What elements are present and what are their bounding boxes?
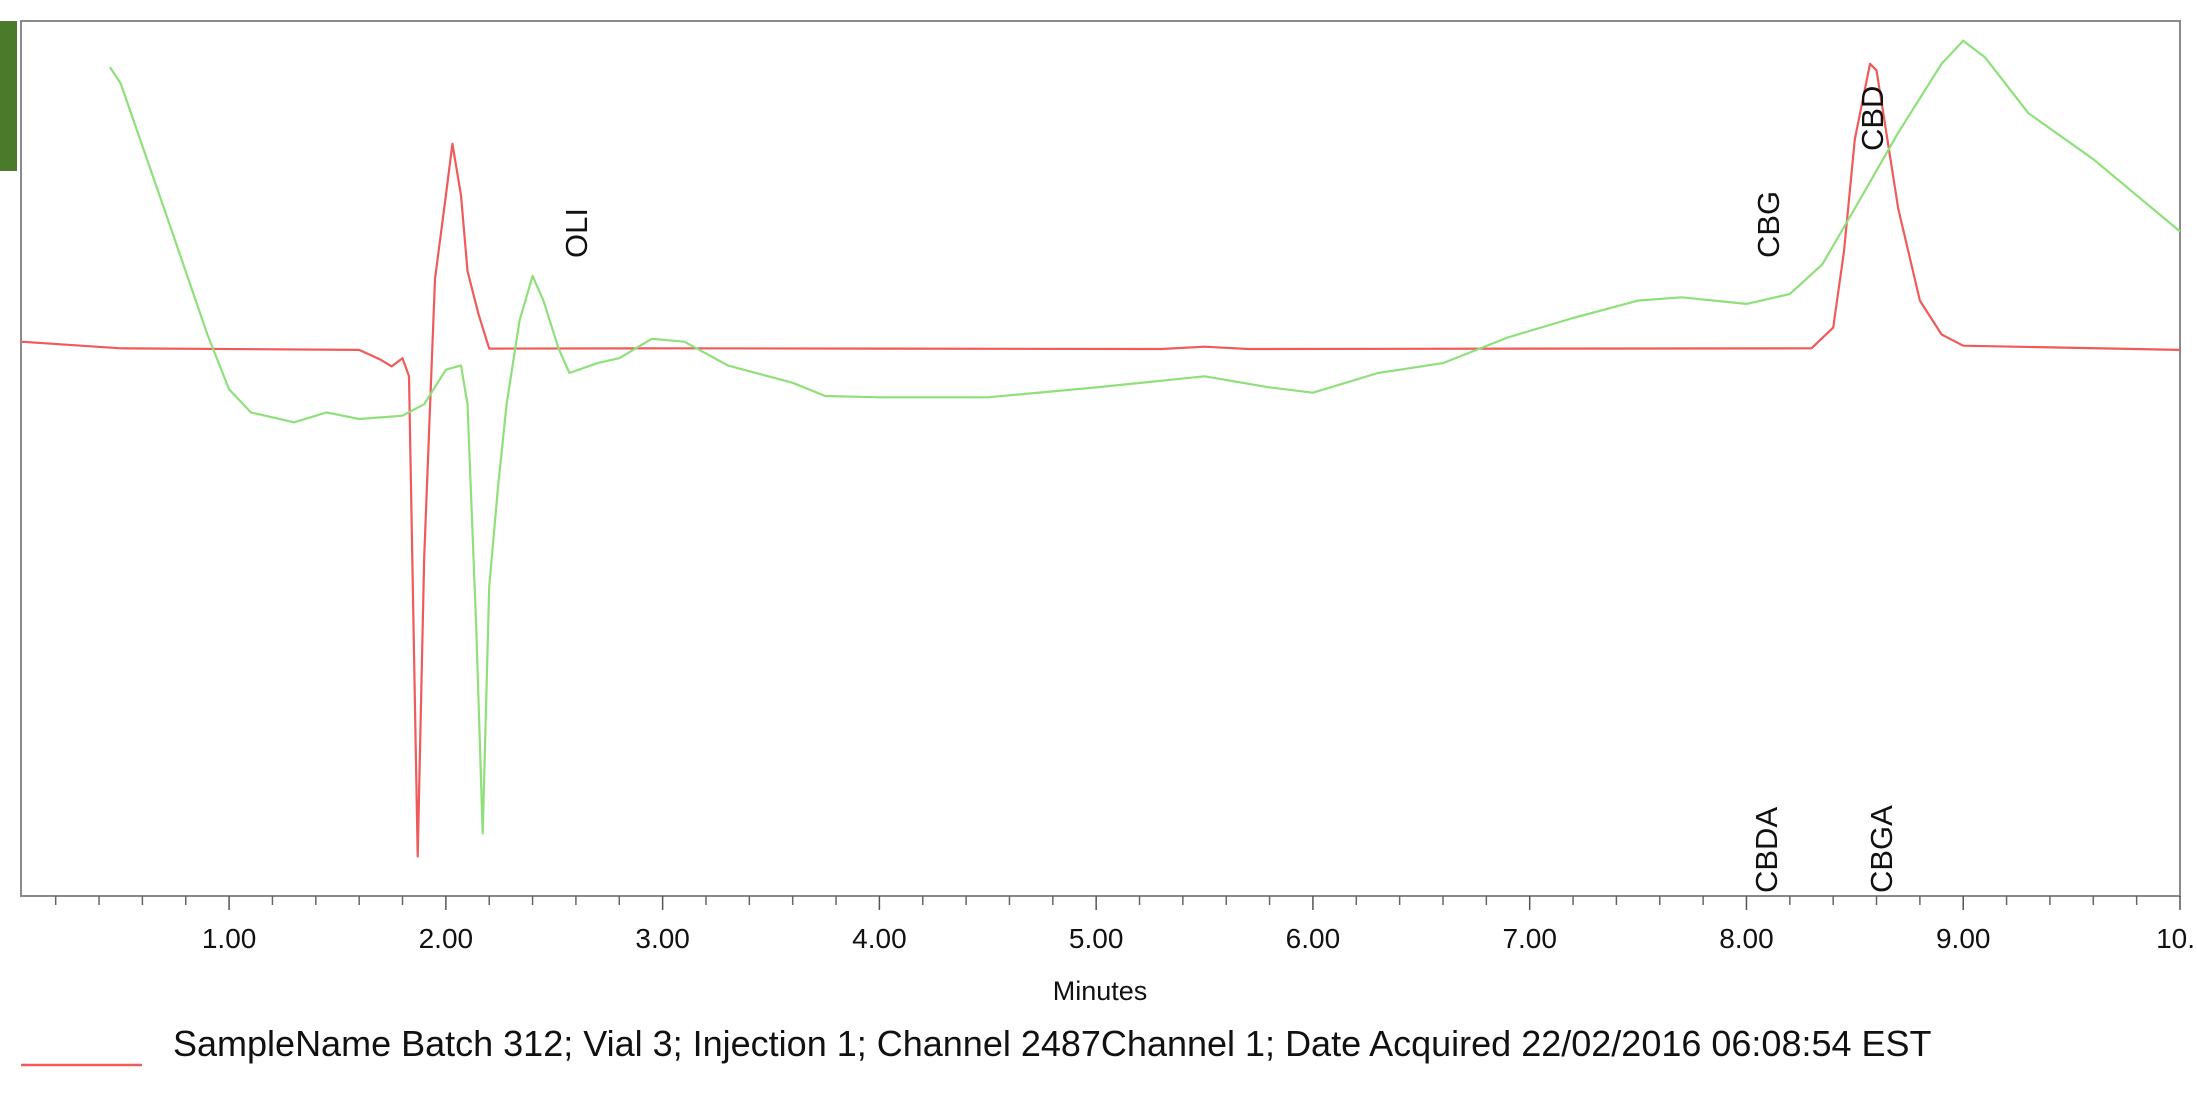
x-tick-label: 1.00 bbox=[202, 923, 257, 954]
legend-label: SampleName Batch 312; Vial 3; Injection … bbox=[173, 1023, 1932, 1064]
series-line bbox=[108, 39, 2181, 835]
series-line bbox=[20, 62, 2181, 858]
x-tick-label: 5.00 bbox=[1069, 923, 1124, 954]
plot-frame bbox=[20, 20, 2181, 897]
x-tick-label: 6.00 bbox=[1286, 923, 1341, 954]
peak-label: CBDA bbox=[1749, 807, 1784, 893]
x-tick-label: 3.00 bbox=[635, 923, 690, 954]
x-tick-label: 7.00 bbox=[1502, 923, 1557, 954]
x-tick-label: 2.00 bbox=[419, 923, 474, 954]
side-decoration bbox=[0, 21, 17, 171]
x-tick-label: 8.00 bbox=[1719, 923, 1774, 954]
x-tick-label: 4.00 bbox=[852, 923, 907, 954]
x-axis-label: Minutes bbox=[1053, 976, 1148, 1006]
x-tick-label: 9.00 bbox=[1936, 923, 1991, 954]
x-tick-label: 10. bbox=[2156, 923, 2195, 954]
peak-label: OLI bbox=[559, 208, 594, 258]
peak-label: CBD bbox=[1855, 86, 1890, 151]
peak-label: CBGA bbox=[1864, 805, 1899, 893]
peak-label: CBG bbox=[1751, 191, 1786, 258]
